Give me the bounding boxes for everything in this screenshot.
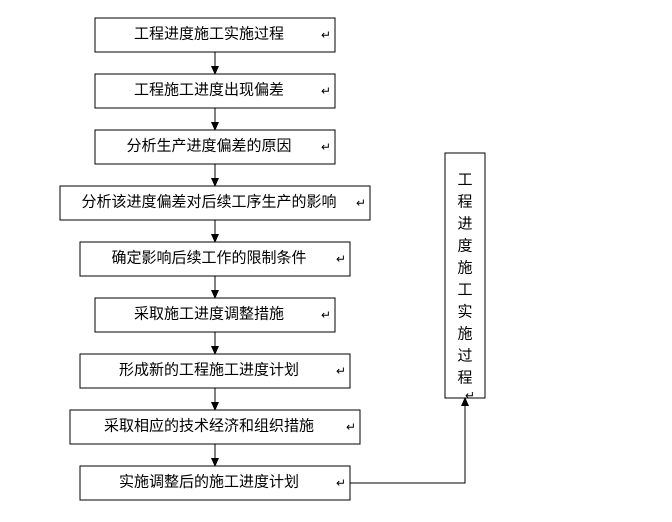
flow-node-n3: 分析生产进度偏差的原因 ↵ <box>95 130 335 164</box>
return-marker: ↵ <box>465 389 475 403</box>
flow-node-n6: 采取施工进度调整措施 ↵ <box>95 298 335 332</box>
flow-node-n8: 采取相应的技术经济和组织措施 ↵ <box>70 410 360 444</box>
side-node-char: 进 <box>457 215 472 232</box>
flow-node-n9: 实施调整后的施工进度计划 ↵ <box>80 466 350 500</box>
return-marker: ↵ <box>336 252 346 266</box>
feedback-arrow <box>350 398 465 483</box>
flow-node-n4: 分析该进度偏差对后续工序生产的影响 ↵ <box>60 186 370 220</box>
node-label: 分析该进度偏差对后续工序生产的影响 <box>81 193 336 210</box>
return-marker: ↵ <box>336 364 346 378</box>
side-node-char: 施 <box>457 259 472 276</box>
node-label: 实施调整后的施工进度计划 <box>119 473 299 490</box>
flow-node-n7: 形成新的工程施工进度计划 ↵ <box>80 354 350 388</box>
node-label: 分析生产进度偏差的原因 <box>126 137 291 154</box>
return-marker: ↵ <box>321 84 331 98</box>
node-label: 工程进度施工实施过程 <box>134 25 284 42</box>
side-node-char: 程 <box>457 193 472 210</box>
node-label: 确定影响后续工作的限制条件 <box>111 249 306 266</box>
return-marker: ↵ <box>336 476 346 490</box>
return-marker: ↵ <box>356 196 366 210</box>
side-node-char: 工 <box>457 282 472 298</box>
side-node-char: 施 <box>457 325 472 342</box>
return-marker: ↵ <box>346 420 356 434</box>
side-node: 工程进度施工实施过程↵ <box>445 153 485 403</box>
node-label: 采取相应的技术经济和组织措施 <box>104 416 314 434</box>
node-label: 采取施工进度调整措施 <box>134 305 284 322</box>
return-marker: ↵ <box>321 308 331 322</box>
return-marker: ↵ <box>321 28 331 42</box>
side-node-char: 程 <box>457 369 472 386</box>
flow-node-n1: 工程进度施工实施过程 ↵ <box>95 18 335 52</box>
side-node-char: 实 <box>457 303 472 320</box>
flow-node-n2: 工程施工进度出现偏差 ↵ <box>95 74 335 108</box>
side-node-char: 工 <box>457 172 472 188</box>
return-marker: ↵ <box>321 140 331 154</box>
node-label: 工程施工进度出现偏差 <box>134 81 284 98</box>
flow-node-n5: 确定影响后续工作的限制条件 ↵ <box>80 242 350 276</box>
side-node-char: 过 <box>457 347 472 364</box>
node-label: 形成新的工程施工进度计划 <box>119 361 299 378</box>
side-node-char: 度 <box>457 237 472 254</box>
